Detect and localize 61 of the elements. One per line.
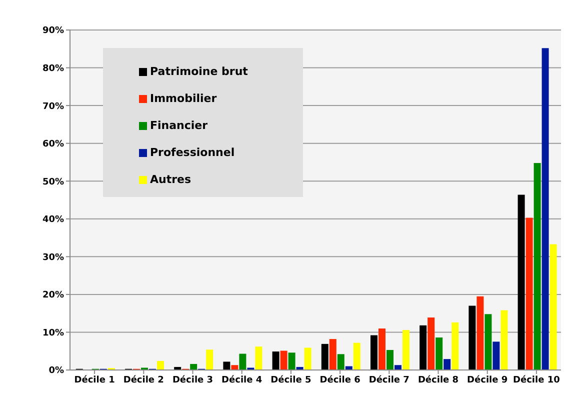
bar	[329, 339, 336, 370]
bar	[345, 366, 352, 370]
x-tick-label: Décile 4	[222, 374, 262, 386]
bar	[280, 350, 288, 370]
y-tick-label: 90%	[42, 26, 64, 36]
bar	[288, 352, 296, 370]
x-tick-label: Décile 1	[74, 374, 115, 386]
y-tick-label: 40%	[42, 215, 64, 226]
x-tick-label: Décile 10	[513, 374, 560, 386]
bar	[492, 342, 500, 370]
bar	[476, 296, 484, 370]
bar	[420, 325, 427, 370]
bar	[255, 346, 262, 370]
bar	[378, 328, 386, 370]
x-tick-label: Décile 7	[368, 374, 410, 386]
bar	[321, 344, 328, 370]
legend-label: Financier	[150, 119, 208, 132]
bar	[353, 342, 360, 370]
bar	[402, 330, 410, 370]
y-tick-label: 0%	[48, 366, 64, 376]
bar	[500, 310, 508, 370]
y-tick-label: 20%	[42, 290, 64, 301]
y-tick-label: 10%	[42, 328, 64, 338]
x-tick-label: Décile 8	[418, 374, 459, 386]
y-tick-label: 80%	[42, 64, 64, 74]
y-tick-label: 60%	[42, 140, 64, 150]
bar	[484, 314, 492, 370]
bar	[206, 350, 214, 370]
bar	[304, 348, 312, 370]
bar	[231, 365, 238, 370]
bar	[542, 48, 549, 370]
bar	[550, 244, 557, 370]
legend-label: Patrimoine brut	[150, 65, 248, 78]
bar	[223, 362, 230, 370]
legend-label: Autres	[150, 173, 192, 186]
legend-label: Immobilier	[150, 92, 217, 105]
y-tick-label: 70%	[42, 102, 64, 112]
bar	[468, 306, 476, 370]
y-tick-label: 50%	[42, 177, 64, 188]
bar	[337, 354, 344, 370]
bar	[272, 351, 280, 370]
bar	[444, 359, 451, 370]
bar	[386, 350, 394, 370]
x-tick-label: Décile 3	[172, 374, 214, 386]
x-tick-label: Décile 9	[467, 374, 508, 386]
bar	[534, 162, 541, 370]
bar	[239, 354, 246, 370]
bar	[190, 364, 198, 370]
bar	[156, 360, 164, 370]
bar	[518, 194, 525, 370]
y-tick-label: 30%	[42, 252, 64, 263]
bar	[370, 335, 378, 370]
x-tick-label: Décile 6	[320, 374, 360, 386]
bar	[394, 365, 402, 370]
x-tick-label: Décile 5	[270, 374, 312, 386]
legend-label: Professionnel	[150, 146, 235, 159]
bar	[436, 338, 443, 370]
bar	[526, 218, 533, 370]
x-tick-label: Décile 2	[123, 374, 164, 386]
bar	[452, 322, 459, 370]
bar	[428, 317, 435, 370]
